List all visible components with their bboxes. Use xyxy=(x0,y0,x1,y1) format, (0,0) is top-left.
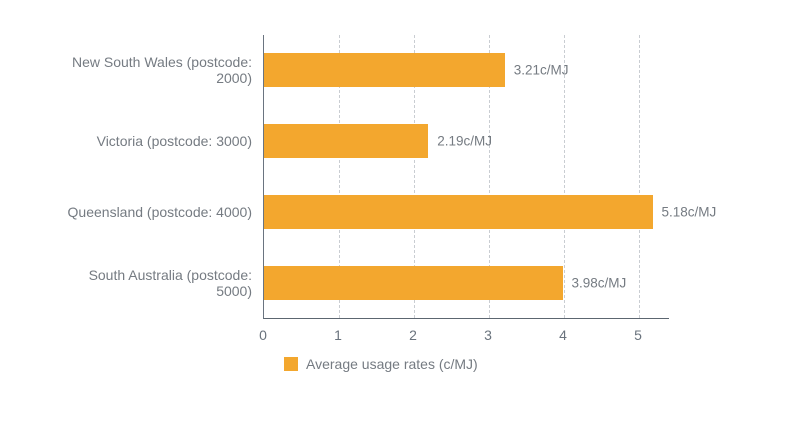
category-label: Queensland (postcode: 4000) xyxy=(67,203,252,220)
plot-area: 3.21c/MJ 2.19c/MJ 5.18c/MJ 3.98c/MJ xyxy=(263,35,716,319)
value-label: 3.98c/MJ xyxy=(571,275,627,291)
x-axis-tick-label: 0 xyxy=(259,327,267,343)
gridline xyxy=(339,35,340,318)
category-label: New South Wales (postcode: 2000) xyxy=(71,54,252,87)
x-axis-tick-label: 1 xyxy=(334,327,342,343)
value-label: 2.19c/MJ xyxy=(437,133,493,149)
legend-swatch-icon xyxy=(284,357,298,371)
gridline xyxy=(414,35,415,318)
value-label: 5.18c/MJ xyxy=(661,204,717,220)
x-axis-tick-label: 4 xyxy=(559,327,567,343)
category-label: South Australia (postcode: 5000) xyxy=(88,266,252,299)
bar[interactable] xyxy=(264,194,653,229)
bar[interactable] xyxy=(264,124,429,159)
gridline xyxy=(639,35,640,318)
legend-label: Average usage rates (c/MJ) xyxy=(306,356,478,372)
gridline xyxy=(564,35,565,318)
legend[interactable]: Average usage rates (c/MJ) xyxy=(284,356,478,372)
bar[interactable] xyxy=(264,53,505,88)
gridline xyxy=(489,35,490,318)
x-axis-tick-label: 2 xyxy=(409,327,417,343)
x-axis-tick-label: 5 xyxy=(634,327,642,343)
value-label: 3.21c/MJ xyxy=(513,62,569,78)
category-label: Victoria (postcode: 3000) xyxy=(96,133,252,150)
bar[interactable] xyxy=(264,265,563,300)
x-axis-tick-label: 3 xyxy=(484,327,492,343)
